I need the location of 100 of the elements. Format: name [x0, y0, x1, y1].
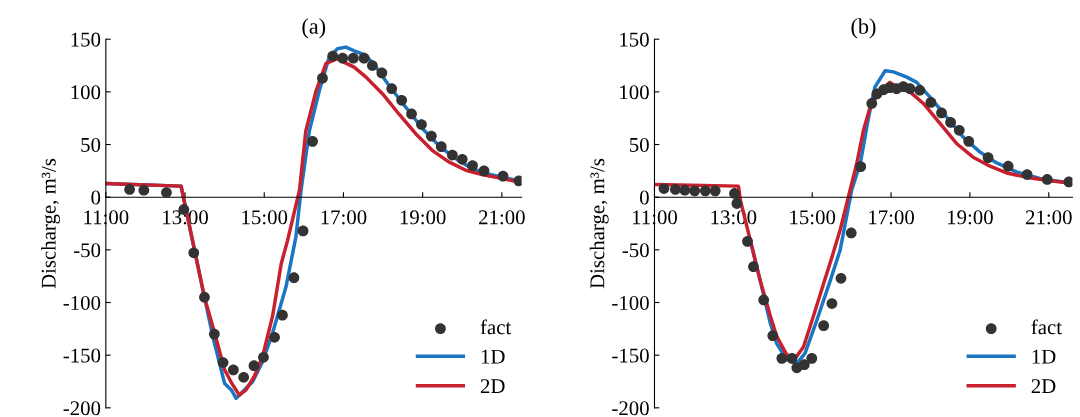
- y-tick-label: -150: [612, 348, 649, 363]
- y-tick-label: -200: [63, 401, 101, 416]
- point: [1063, 176, 1073, 188]
- point: [826, 298, 838, 309]
- point: [670, 184, 681, 195]
- legend-label: fact: [1031, 319, 1062, 335]
- point: [161, 187, 172, 198]
- point: [904, 83, 916, 95]
- point: [1041, 174, 1053, 185]
- point: [188, 247, 200, 259]
- point: [925, 97, 937, 108]
- point: [758, 294, 770, 306]
- point: [376, 67, 388, 79]
- point: [679, 184, 691, 196]
- point: [689, 185, 701, 197]
- y-tick-label: 150: [71, 32, 101, 47]
- point: [288, 272, 300, 284]
- point: [709, 185, 721, 197]
- point: [982, 152, 994, 163]
- point: [347, 52, 359, 64]
- legend-label: 1D: [1032, 349, 1056, 364]
- y-tick-label: -100: [612, 295, 649, 310]
- point: [124, 184, 135, 195]
- point: [456, 153, 468, 165]
- y-axis-title: Discharge, m³/s: [41, 158, 61, 289]
- y-tick-label: -50: [73, 243, 101, 258]
- point: [396, 94, 408, 106]
- x-tick-label: 17:00: [869, 210, 914, 225]
- point: [818, 320, 830, 332]
- point: [327, 50, 339, 62]
- x-tick-label: 21:00: [1025, 210, 1072, 225]
- point: [425, 130, 437, 142]
- point: [138, 184, 150, 196]
- x-tick-label: 19:00: [400, 210, 446, 225]
- point: [446, 149, 458, 161]
- y-tick-label: 0: [640, 190, 649, 205]
- y-tick-label: 100: [71, 85, 101, 100]
- point: [467, 160, 478, 171]
- point: [269, 331, 280, 343]
- point: [277, 309, 288, 321]
- point: [497, 170, 509, 182]
- point: [307, 135, 318, 147]
- point: [217, 357, 229, 368]
- point: [798, 359, 810, 371]
- point: [478, 165, 490, 177]
- point: [963, 135, 975, 147]
- point: [366, 60, 378, 71]
- point: [936, 107, 947, 119]
- point: [416, 119, 427, 130]
- point: [914, 84, 926, 96]
- point: [258, 351, 269, 363]
- y-tick-label: -150: [63, 348, 101, 363]
- point: [358, 52, 370, 64]
- point: [945, 117, 956, 128]
- point: [767, 330, 779, 342]
- point: [317, 72, 328, 84]
- point: [208, 328, 220, 340]
- x-tick-label: 15:00: [242, 210, 288, 225]
- point: [786, 352, 798, 364]
- point: [845, 227, 857, 239]
- chart-title: (a): [302, 18, 326, 39]
- x-tick-label: 21:00: [479, 210, 525, 225]
- y-tick-label: 0: [91, 190, 101, 205]
- point: [742, 236, 753, 247]
- point: [835, 272, 847, 284]
- point: [435, 141, 447, 153]
- y-tick-label: -50: [622, 243, 649, 258]
- x-tick-label: 15:00: [790, 210, 836, 225]
- point: [806, 352, 818, 364]
- legend-label: fact: [480, 319, 512, 335]
- legend-label: 1D: [481, 349, 505, 364]
- point: [699, 185, 711, 197]
- point: [748, 261, 759, 273]
- point: [729, 188, 740, 199]
- legend-label: 2D: [480, 379, 505, 394]
- point: [238, 371, 250, 383]
- point: [227, 364, 239, 376]
- x-tick-label: 19:00: [948, 210, 993, 225]
- y-tick-label: -100: [63, 295, 101, 310]
- chart-title: (b): [851, 18, 876, 39]
- point: [248, 360, 260, 372]
- y-tick-label: 50: [81, 137, 101, 152]
- point: [731, 198, 743, 209]
- x-tick-label: 17:00: [321, 210, 367, 225]
- point: [953, 124, 965, 136]
- point: [866, 98, 878, 109]
- y-axis-title: Discharge, m³/s: [589, 158, 609, 289]
- point: [1002, 160, 1014, 172]
- point: [658, 183, 670, 194]
- point: [337, 52, 349, 64]
- y-tick-label: 50: [630, 137, 649, 152]
- y-tick-label: 100: [620, 85, 649, 100]
- y-tick-label: 150: [620, 32, 649, 47]
- point: [386, 83, 398, 95]
- point: [297, 225, 309, 237]
- point: [406, 108, 417, 120]
- y-tick-label: -200: [612, 401, 649, 416]
- legend-label: 2D: [1031, 379, 1056, 394]
- point: [776, 352, 788, 364]
- point: [1021, 169, 1033, 180]
